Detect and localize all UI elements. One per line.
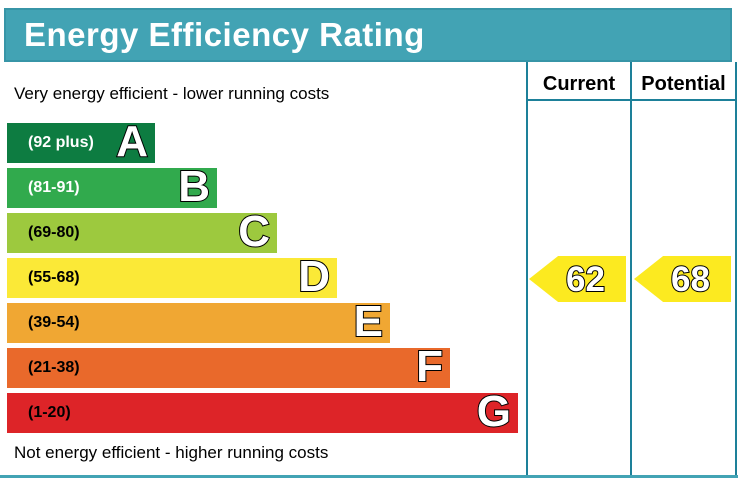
band-e: (39-54) E	[7, 297, 390, 347]
potential-rating-arrow: 68	[634, 256, 731, 302]
title-bar: Energy Efficiency Rating	[4, 8, 732, 62]
band-d-range-label: (55-68)	[28, 269, 80, 286]
top-note: Very energy efficient - lower running co…	[14, 84, 330, 103]
band-g: (1-20) G	[7, 387, 518, 437]
band-b-range-label: (81-91)	[28, 179, 80, 196]
band-e-range-label: (39-54)	[28, 314, 80, 331]
band-a-range-label: (92 plus)	[28, 134, 94, 151]
band-f-range-label: (21-38)	[28, 359, 80, 376]
band-b: (81-91) B	[7, 162, 217, 212]
band-e-letter: E	[353, 297, 384, 347]
current-rating-value: 62	[565, 259, 606, 299]
band-c-letter: C	[237, 207, 271, 257]
band-c: (69-80) C	[7, 207, 277, 257]
table-right-border	[735, 62, 737, 477]
potential-rating-value: 68	[670, 259, 711, 299]
potential-column-left-border	[630, 62, 632, 477]
current-rating-arrow: 62	[529, 256, 626, 302]
header-underline	[526, 99, 737, 101]
band-f: (21-38) F	[7, 342, 450, 392]
current-column-header: Current	[542, 73, 616, 95]
band-c-range-label: (69-80)	[28, 224, 80, 241]
band-g-letter: G	[476, 387, 512, 437]
band-g-range-label: (1-20)	[28, 404, 71, 421]
band-d: (55-68) D	[7, 252, 337, 302]
band-a: (92 plus) A	[7, 117, 155, 167]
band-b-letter: B	[177, 162, 211, 212]
band-a-letter: A	[115, 117, 149, 167]
band-f-letter: F	[415, 342, 444, 392]
band-d-letter: D	[297, 252, 331, 302]
chart-bottom-border	[0, 475, 738, 478]
bottom-note: Not energy efficient - higher running co…	[14, 443, 329, 462]
potential-column-header: Potential	[641, 73, 726, 95]
current-column-left-border	[526, 62, 528, 477]
page-title: Energy Efficiency Rating	[24, 16, 425, 53]
